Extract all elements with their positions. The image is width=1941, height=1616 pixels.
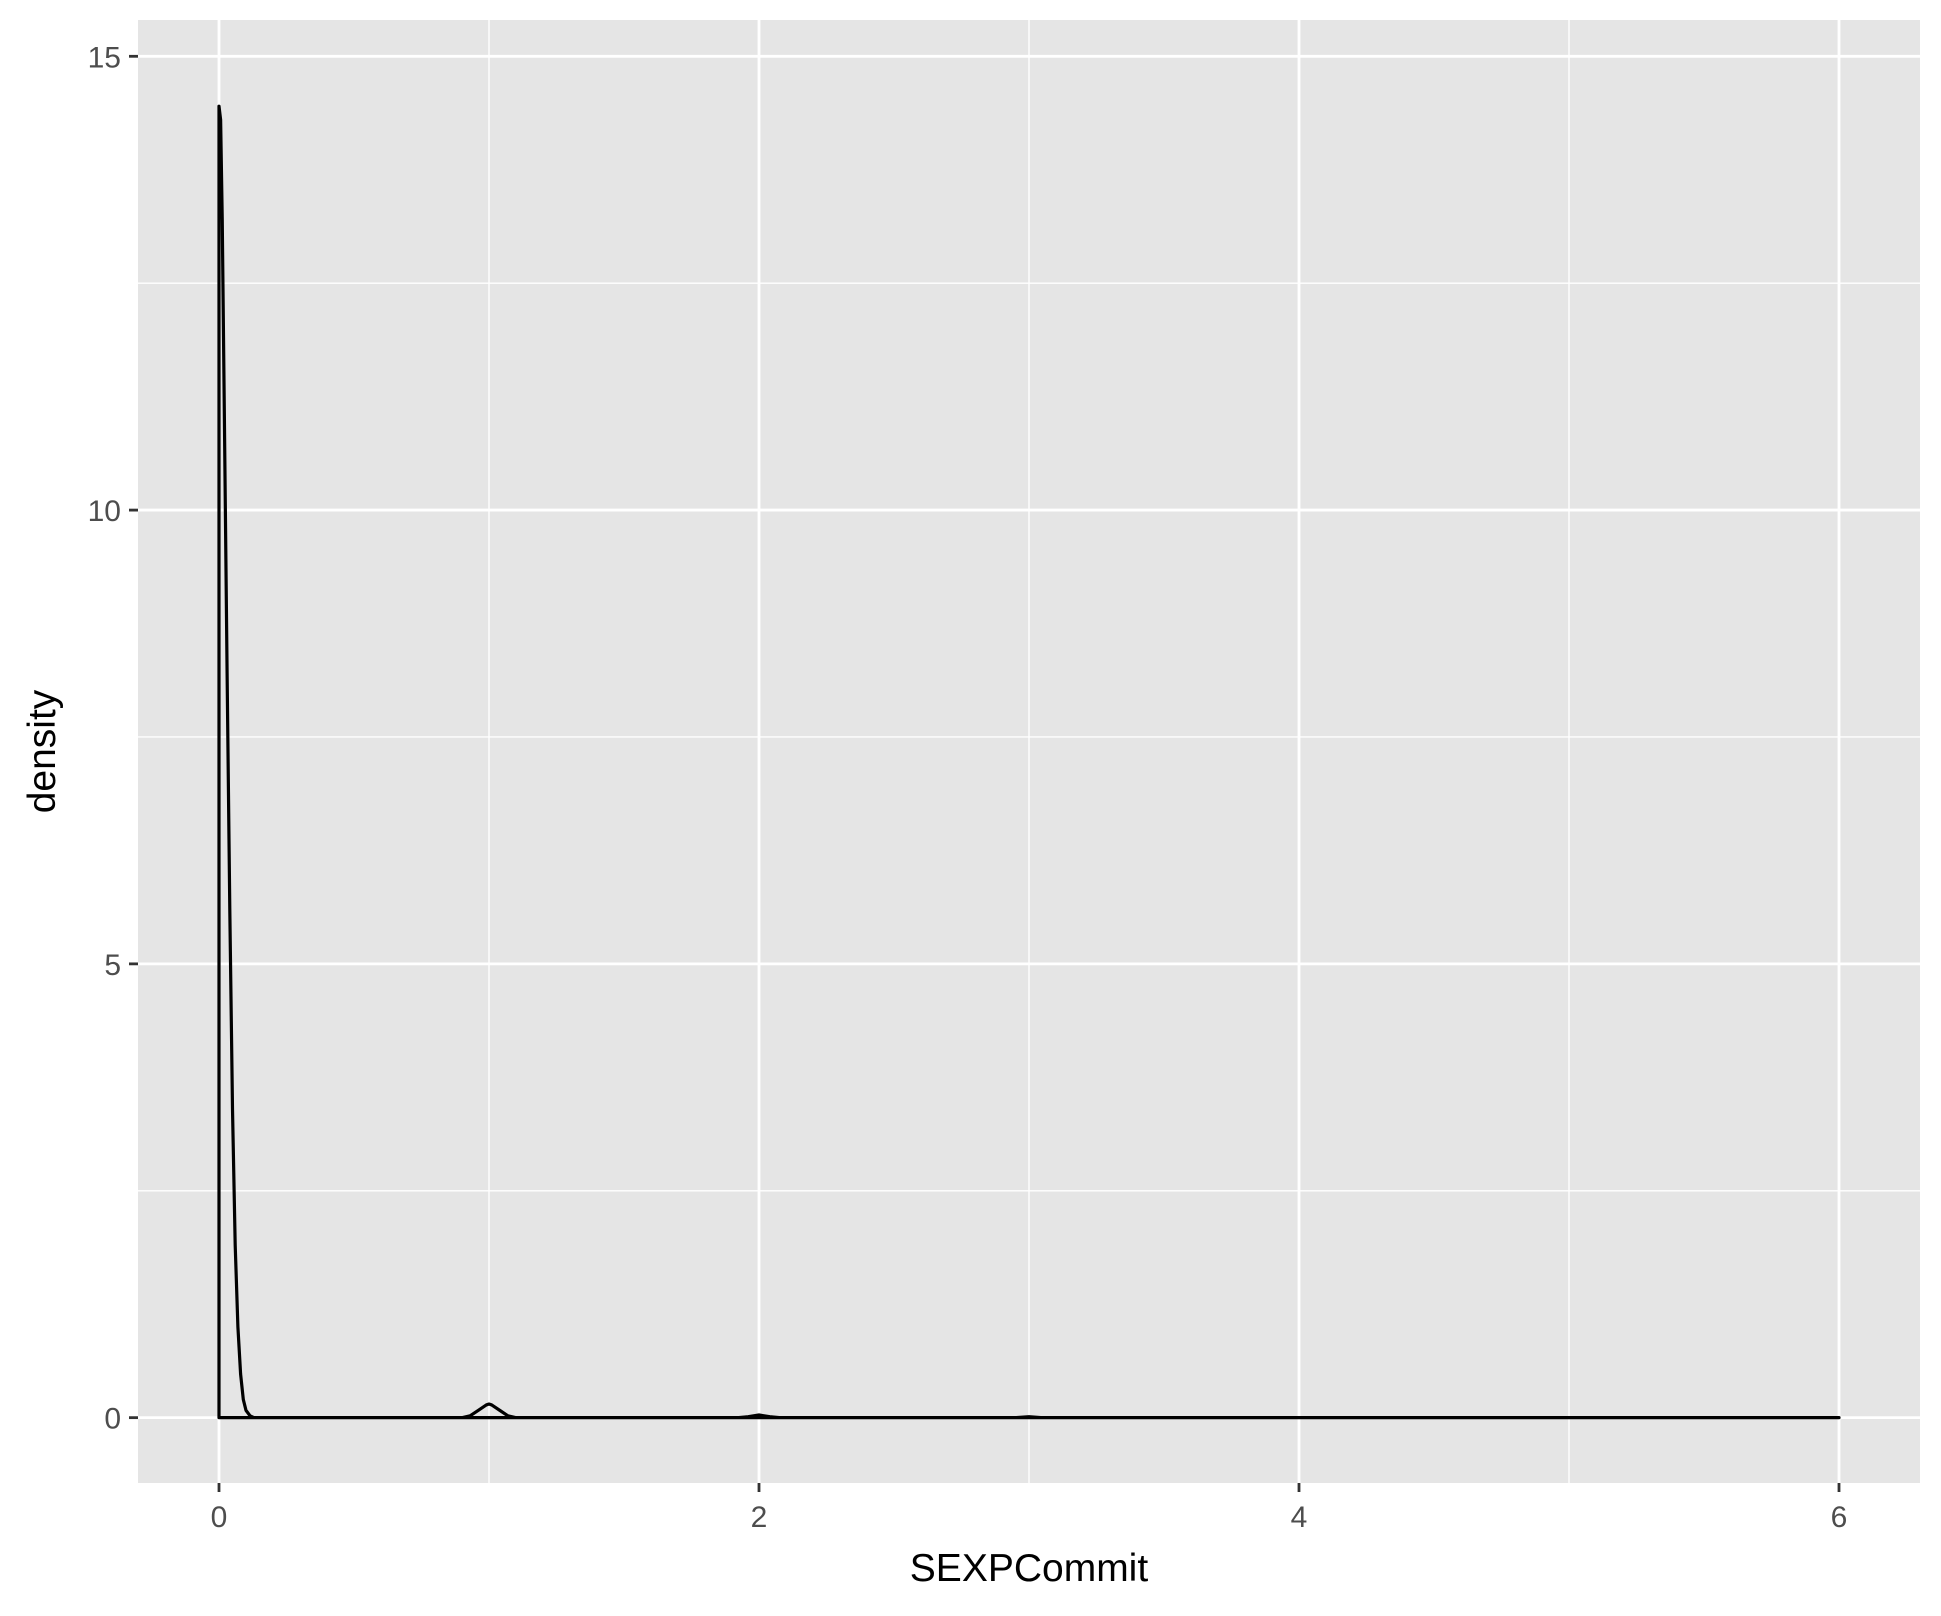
y-tick-label: 5 bbox=[104, 949, 121, 982]
minor-gridlines bbox=[138, 20, 1920, 1483]
x-tick-label: 0 bbox=[211, 1501, 228, 1534]
density-curve bbox=[217, 104, 1841, 1420]
x-tick-label: 4 bbox=[1291, 1501, 1308, 1534]
x-axis-title: SEXPCommit bbox=[910, 1547, 1149, 1590]
y-tick-label: 15 bbox=[88, 41, 121, 74]
x-axis: 0 2 4 6 bbox=[211, 1483, 1848, 1534]
y-tick-label: 10 bbox=[88, 495, 121, 528]
y-axis: 0 5 10 15 bbox=[88, 41, 138, 1436]
density-series bbox=[217, 104, 1841, 1420]
x-tick-label: 2 bbox=[751, 1501, 768, 1534]
x-tick-label: 6 bbox=[1831, 1501, 1848, 1534]
y-tick-label: 0 bbox=[104, 1403, 121, 1436]
y-axis-title: density bbox=[21, 689, 64, 813]
